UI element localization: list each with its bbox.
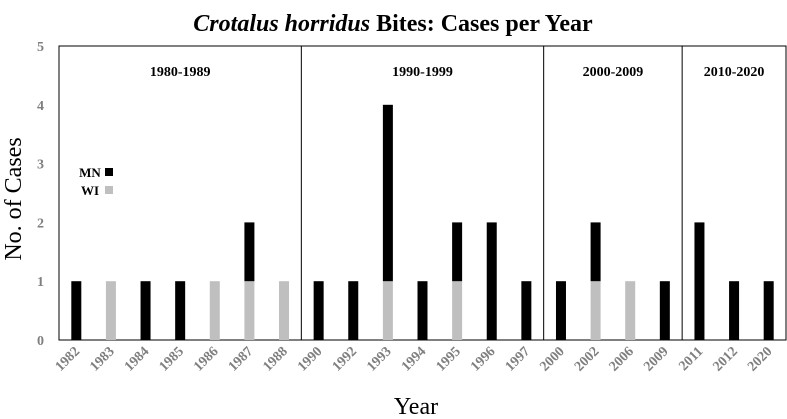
bar-mn-1993	[382, 104, 393, 282]
bar-mn-1987	[244, 222, 255, 282]
bar-mn-2000	[555, 281, 566, 340]
bar-mn-1997	[521, 281, 532, 340]
bar-wi-1986	[209, 281, 220, 340]
bar-wi-1993	[382, 281, 393, 340]
x-tick-label: 1986	[191, 344, 221, 374]
decade-label: 2010-2020	[704, 65, 765, 80]
bar-mn-1994	[417, 281, 428, 340]
bar-mn-1990	[313, 281, 324, 340]
x-tick-label: 2012	[710, 344, 740, 374]
decade-label: 1980-1989	[150, 65, 211, 80]
y-axis-label: No. of Cases	[1, 137, 27, 260]
legend-swatch-wi	[105, 186, 113, 194]
x-tick-label: 1990	[295, 344, 325, 374]
bar-mn-2011	[694, 222, 705, 340]
y-tick-label: 5	[37, 40, 44, 55]
y-tick-label: 0	[37, 334, 44, 349]
bar-mn-1985	[175, 281, 186, 340]
legend-label-mn: MN	[79, 165, 101, 180]
x-tick-label: 2020	[745, 344, 775, 374]
y-tick-label: 2	[37, 216, 44, 231]
x-tick-label: 1994	[399, 344, 429, 374]
bar-mn-1995	[452, 222, 463, 282]
chart-title-rest: Bites: Cases per Year	[370, 11, 593, 37]
y-tick-label: 1	[37, 275, 44, 290]
x-tick-label: 2000	[537, 344, 567, 374]
bar-wi-2002	[590, 281, 601, 340]
bar-mn-1984	[140, 281, 151, 340]
bar-wi-1988	[279, 281, 290, 340]
x-tick-label: 2002	[572, 344, 602, 374]
x-tick-label: 1996	[468, 344, 498, 374]
x-tick-label: 1987	[226, 344, 256, 374]
x-tick-label: 1984	[122, 344, 152, 374]
x-tick-label: 1982	[53, 344, 83, 374]
x-tick-label: 1985	[157, 344, 187, 374]
x-tick-label: 2009	[641, 344, 671, 374]
chart-title-species: Crotalus horridus	[193, 11, 370, 37]
x-tick-label: 1993	[364, 344, 394, 374]
legend-label-wi: WI	[81, 183, 99, 198]
y-tick-label: 3	[37, 158, 44, 173]
x-tick-label: 1992	[330, 344, 360, 374]
x-tick-label: 1995	[434, 344, 464, 374]
x-tick-label: 1997	[503, 344, 533, 374]
bar-wi-1987	[244, 281, 255, 340]
bar-mn-2009	[659, 281, 670, 340]
y-tick-label: 4	[37, 99, 44, 114]
x-axis-label: Year	[394, 394, 438, 419]
bar-mn-2012	[729, 281, 740, 340]
bar-mn-1982	[71, 281, 82, 340]
bar-wi-1995	[452, 281, 463, 340]
bar-mn-1992	[348, 281, 359, 340]
bar-wi-2006	[625, 281, 636, 340]
bar-mn-2020	[763, 281, 774, 340]
x-tick-label: 2011	[676, 344, 706, 374]
bar-mn-1996	[486, 222, 497, 340]
x-tick-label: 2006	[607, 344, 637, 374]
bar-wi-1983	[105, 281, 116, 340]
decade-label: 1990-1999	[392, 65, 453, 80]
chart-title: Crotalus horridus Bites: Cases per Year	[193, 11, 593, 37]
x-tick-label: 1988	[260, 344, 290, 374]
bar-mn-2002	[590, 222, 601, 282]
legend-swatch-mn	[105, 168, 113, 176]
x-tick-label: 1983	[87, 344, 117, 374]
decade-label: 2000-2009	[583, 65, 644, 80]
plot-area: 0 1 2 3 4 5 1980-1989 1990-1999 2000-2009 2010-20…	[37, 40, 787, 375]
